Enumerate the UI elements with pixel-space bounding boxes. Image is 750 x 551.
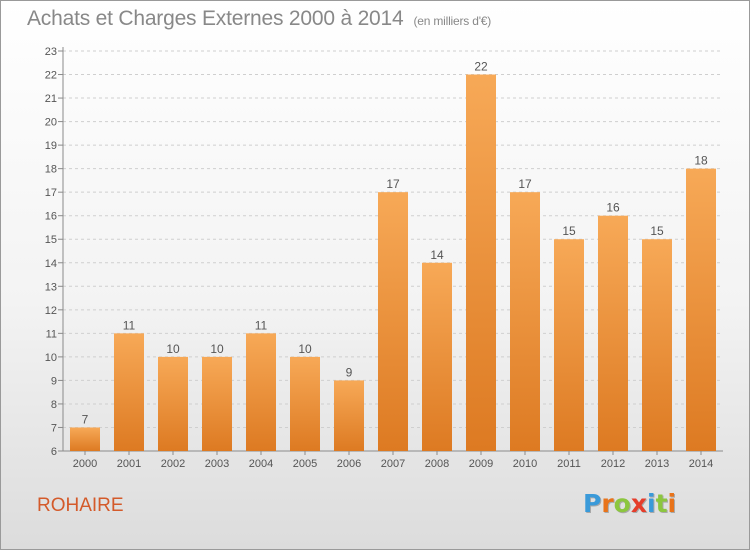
x-tick-label: 2003 — [205, 458, 229, 470]
data-label: 10 — [210, 342, 224, 356]
y-tick-label: 22 — [45, 70, 57, 82]
y-tick-label: 11 — [46, 328, 57, 340]
logo-letter: r — [601, 489, 614, 518]
logo-letter: i — [667, 489, 677, 518]
chart-title: Achats et Charges Externes 2000 à 2014 (e… — [27, 7, 491, 31]
x-tick-label: 2014 — [689, 458, 713, 470]
y-tick-label: 19 — [45, 140, 57, 152]
y-tick-label: 14 — [45, 258, 57, 270]
x-tick-label: 2002 — [161, 458, 185, 470]
x-tick-label: 2006 — [337, 458, 361, 470]
bar — [466, 74, 496, 451]
proxiti-logo: Proxiti — [583, 489, 676, 518]
y-tick-label: 23 — [45, 46, 57, 58]
logo-letter: x — [630, 489, 647, 518]
x-tick-label: 2010 — [513, 458, 537, 470]
bar — [334, 380, 364, 451]
bar — [510, 192, 540, 452]
x-tick-label: 2009 — [469, 458, 493, 470]
logo-letter: i — [647, 489, 656, 518]
y-tick-label: 8 — [51, 399, 57, 411]
data-label: 17 — [518, 177, 532, 191]
title-unit: (en milliers d'€) — [413, 14, 492, 28]
y-tick-label: 21 — [45, 93, 57, 105]
x-tick-label: 2001 — [117, 458, 141, 470]
x-tick-label: 2007 — [381, 458, 405, 470]
x-tick-label: 2013 — [645, 458, 669, 470]
data-label: 16 — [606, 201, 620, 215]
logo-letter: o — [613, 489, 631, 518]
data-label: 14 — [430, 248, 444, 262]
bar — [378, 192, 408, 452]
y-tick-label: 10 — [45, 352, 57, 364]
data-label: 11 — [123, 318, 136, 332]
bar — [202, 356, 232, 451]
bar — [114, 333, 144, 451]
data-label: 15 — [650, 224, 664, 238]
y-tick-label: 12 — [45, 305, 57, 317]
logo-letter: P — [583, 489, 602, 518]
commune-name: ROHAIRE — [37, 495, 124, 516]
bar — [554, 239, 584, 451]
data-label: 17 — [386, 177, 400, 191]
x-tick-label: 2008 — [425, 458, 449, 470]
bar — [290, 356, 320, 451]
logo-letter: t — [655, 489, 668, 518]
y-tick-label: 18 — [45, 164, 57, 176]
data-label: 7 — [82, 412, 89, 426]
data-label: 10 — [298, 342, 312, 356]
bar — [686, 168, 716, 451]
data-label: 15 — [562, 224, 576, 238]
y-tick-label: 16 — [45, 211, 57, 223]
title-text: Achats et Charges Externes 2000 à 2014 — [27, 7, 404, 30]
x-tick-label: 2005 — [293, 458, 317, 470]
data-label: 22 — [474, 60, 488, 74]
x-tick-label: 2012 — [601, 458, 625, 470]
bar — [70, 427, 100, 451]
bar — [642, 239, 672, 451]
bar — [422, 262, 452, 451]
y-tick-label: 7 — [51, 422, 57, 434]
data-label: 18 — [694, 154, 708, 168]
data-label: 11 — [255, 318, 268, 332]
y-tick-label: 20 — [45, 117, 57, 129]
y-tick-label: 6 — [51, 446, 57, 458]
x-tick-label: 2011 — [557, 458, 581, 470]
y-tick-label: 17 — [45, 187, 57, 199]
y-tick-label: 15 — [45, 234, 57, 246]
bar — [598, 215, 628, 451]
bar — [158, 356, 188, 451]
y-tick-label: 9 — [51, 375, 57, 387]
data-label: 10 — [166, 342, 180, 356]
y-tick-label: 13 — [45, 281, 57, 293]
bar — [246, 333, 276, 451]
x-tick-label: 2004 — [249, 458, 273, 470]
x-tick-label: 2000 — [73, 458, 97, 470]
data-label: 9 — [346, 365, 353, 379]
